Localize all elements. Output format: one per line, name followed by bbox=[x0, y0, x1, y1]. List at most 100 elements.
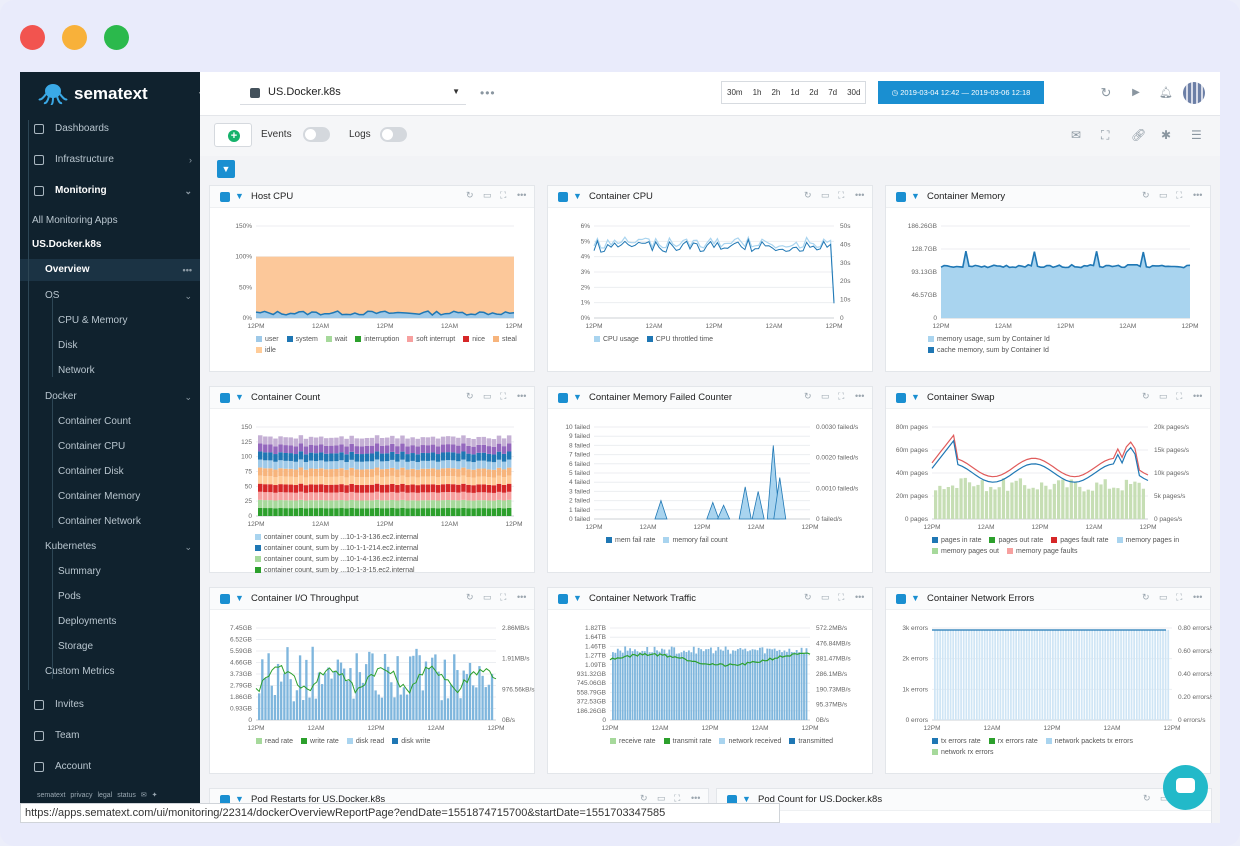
chevron-down-icon[interactable]: ⌄ bbox=[184, 186, 192, 196]
legend-item[interactable]: wait bbox=[325, 336, 347, 343]
expand-icon[interactable]: ⛶ bbox=[674, 793, 681, 803]
filter-icon[interactable]: ▼ bbox=[911, 191, 920, 201]
more-icon[interactable]: ••• bbox=[855, 190, 865, 200]
legend-item[interactable]: system bbox=[286, 336, 318, 343]
filter-icon[interactable]: ▼ bbox=[573, 191, 582, 201]
time-button-30d[interactable]: 30d bbox=[847, 88, 861, 97]
refresh-icon[interactable]: ↻ bbox=[466, 391, 474, 401]
minimize-icon[interactable]: ▭ bbox=[1159, 592, 1168, 602]
sidebar-item-account[interactable]: Account bbox=[20, 756, 200, 778]
minimize-icon[interactable]: ▭ bbox=[483, 592, 492, 602]
legend-item[interactable]: container count, sum by ...10-1-1-214.ec… bbox=[255, 543, 518, 554]
minimize-icon[interactable]: ▭ bbox=[483, 391, 492, 401]
sidebar-item-cpu-memory[interactable]: CPU & Memory bbox=[20, 310, 200, 332]
filter-icon[interactable]: ▼ bbox=[573, 392, 582, 402]
pin-icon[interactable] bbox=[896, 594, 906, 604]
sidebar-item-kubernetes[interactable]: Kubernetes ⌄ bbox=[20, 536, 200, 558]
time-button-30m[interactable]: 30m bbox=[727, 88, 743, 97]
pin-icon[interactable] bbox=[896, 393, 906, 403]
refresh-icon[interactable]: ↻ bbox=[466, 190, 474, 200]
sidebar-footer-links[interactable]: sematext privacy legal status ✉ ✦ bbox=[37, 792, 158, 799]
sidebar-item-network[interactable]: Network bbox=[20, 360, 200, 382]
link-icon[interactable]: 🔗︎ bbox=[1131, 128, 1147, 142]
more-icon[interactable]: ••• bbox=[1193, 592, 1203, 602]
sidebar-item-storage[interactable]: Storage bbox=[20, 636, 200, 658]
legend-item[interactable]: network packets tx errors bbox=[1045, 738, 1133, 745]
refresh-icon[interactable]: ↻ bbox=[804, 190, 812, 200]
legend-item[interactable]: pages fault rate bbox=[1051, 537, 1109, 544]
fullscreen-icon[interactable]: ⛶ bbox=[1101, 128, 1110, 142]
sidebar-item-invites[interactable]: Invites bbox=[20, 694, 200, 716]
sidebar-item-container-count[interactable]: Container Count bbox=[20, 411, 200, 433]
legend-item[interactable]: soft interrupt bbox=[407, 336, 455, 343]
sidebar-item-os[interactable]: OS ⌄ bbox=[20, 285, 200, 307]
refresh-icon[interactable]: ↻ bbox=[1142, 190, 1150, 200]
legend-item[interactable]: memory pages out bbox=[932, 548, 999, 555]
time-button-2d[interactable]: 2d bbox=[809, 88, 819, 97]
logs-toggle[interactable] bbox=[380, 127, 407, 142]
more-icon[interactable]: ••• bbox=[1193, 391, 1203, 401]
legend-item[interactable]: network rx errors bbox=[932, 749, 994, 756]
expand-icon[interactable]: ⛶ bbox=[500, 190, 507, 200]
legend-item[interactable]: rx errors rate bbox=[988, 738, 1038, 745]
refresh-icon[interactable]: ↻ bbox=[1143, 793, 1151, 803]
sidebar-item-monitoring[interactable]: Monitoring ⌄ bbox=[20, 180, 200, 202]
menu-icon[interactable]: ☰ bbox=[1191, 128, 1202, 142]
legend-item[interactable]: CPU throttled time bbox=[646, 336, 713, 343]
expand-icon[interactable]: ⛶ bbox=[838, 592, 845, 602]
expand-icon[interactable]: ⛶ bbox=[838, 391, 845, 401]
more-icon[interactable]: ••• bbox=[517, 190, 527, 200]
overview-more-button[interactable]: ••• bbox=[182, 265, 192, 275]
legend-item[interactable]: user bbox=[256, 336, 279, 343]
legend-item[interactable]: read rate bbox=[256, 738, 293, 745]
sidebar-item-custom-metrics[interactable]: Custom Metrics bbox=[20, 661, 200, 683]
sidebar-item-container-network[interactable]: Container Network bbox=[20, 511, 200, 533]
filter-icon[interactable]: ▼ bbox=[742, 794, 751, 804]
pin-icon[interactable] bbox=[558, 594, 568, 604]
play-icon[interactable]: ▶ bbox=[1132, 87, 1140, 98]
minimize-icon[interactable]: ▭ bbox=[821, 592, 830, 602]
settings-icon[interactable]: ✱ bbox=[1161, 128, 1172, 142]
refresh-icon[interactable]: ↻ bbox=[804, 592, 812, 602]
avatar[interactable] bbox=[1183, 82, 1205, 104]
minimize-icon[interactable]: ▭ bbox=[821, 190, 830, 200]
filter-button[interactable]: ▼ bbox=[217, 160, 235, 178]
legend-item[interactable]: mem fail rate bbox=[606, 537, 655, 544]
legend-item[interactable]: memory usage, sum by Container Id bbox=[928, 334, 1181, 345]
expand-icon[interactable]: ⛶ bbox=[500, 592, 507, 602]
more-icon[interactable]: ••• bbox=[517, 592, 527, 602]
pin-icon[interactable] bbox=[220, 192, 230, 202]
sidebar-item-us-docker-k8s[interactable]: US.Docker.k8s bbox=[20, 234, 200, 256]
minimize-icon[interactable]: ▭ bbox=[1160, 793, 1169, 803]
legend-item[interactable]: transmitted bbox=[789, 738, 833, 745]
close-window-dot[interactable] bbox=[20, 25, 45, 50]
refresh-icon[interactable]: ↻ bbox=[1100, 85, 1112, 100]
filter-icon[interactable]: ▼ bbox=[235, 593, 244, 603]
filter-icon[interactable]: ▼ bbox=[235, 392, 244, 402]
legend-item[interactable]: idle bbox=[256, 347, 276, 354]
chat-bubble-icon[interactable] bbox=[1163, 765, 1208, 810]
minimize-icon[interactable]: ▭ bbox=[1159, 190, 1168, 200]
sidebar-item-deployments[interactable]: Deployments bbox=[20, 611, 200, 633]
refresh-icon[interactable]: ↻ bbox=[1142, 592, 1150, 602]
bell-icon[interactable]: 🔔︎ bbox=[1159, 87, 1173, 99]
minimize-icon[interactable]: ▭ bbox=[657, 793, 666, 803]
sidebar-item-docker[interactable]: Docker ⌄ bbox=[20, 386, 200, 408]
refresh-icon[interactable]: ↻ bbox=[804, 391, 812, 401]
app-selector[interactable]: US.Docker.k8s ▼ bbox=[240, 81, 466, 105]
expand-icon[interactable]: ⛶ bbox=[500, 391, 507, 401]
sidebar-item-container-disk[interactable]: Container Disk bbox=[20, 461, 200, 483]
pin-icon[interactable] bbox=[896, 192, 906, 202]
expand-icon[interactable]: ⛶ bbox=[838, 190, 845, 200]
mail-icon[interactable]: ✉ bbox=[1071, 128, 1082, 142]
chevron-down-icon[interactable]: ⌄ bbox=[184, 291, 192, 301]
filter-icon[interactable]: ▼ bbox=[573, 593, 582, 603]
filter-icon[interactable]: ▼ bbox=[235, 191, 244, 201]
expand-icon[interactable]: ⛶ bbox=[1176, 190, 1183, 200]
legend-item[interactable]: transmit rate bbox=[663, 738, 711, 745]
pin-icon[interactable] bbox=[220, 393, 230, 403]
chevron-right-icon[interactable]: › bbox=[189, 155, 192, 165]
sidebar-item-container-cpu[interactable]: Container CPU bbox=[20, 436, 200, 458]
legend-item[interactable]: container count, sum by ...10-1-3-15.ec2… bbox=[255, 565, 518, 576]
more-icon[interactable]: ••• bbox=[517, 391, 527, 401]
